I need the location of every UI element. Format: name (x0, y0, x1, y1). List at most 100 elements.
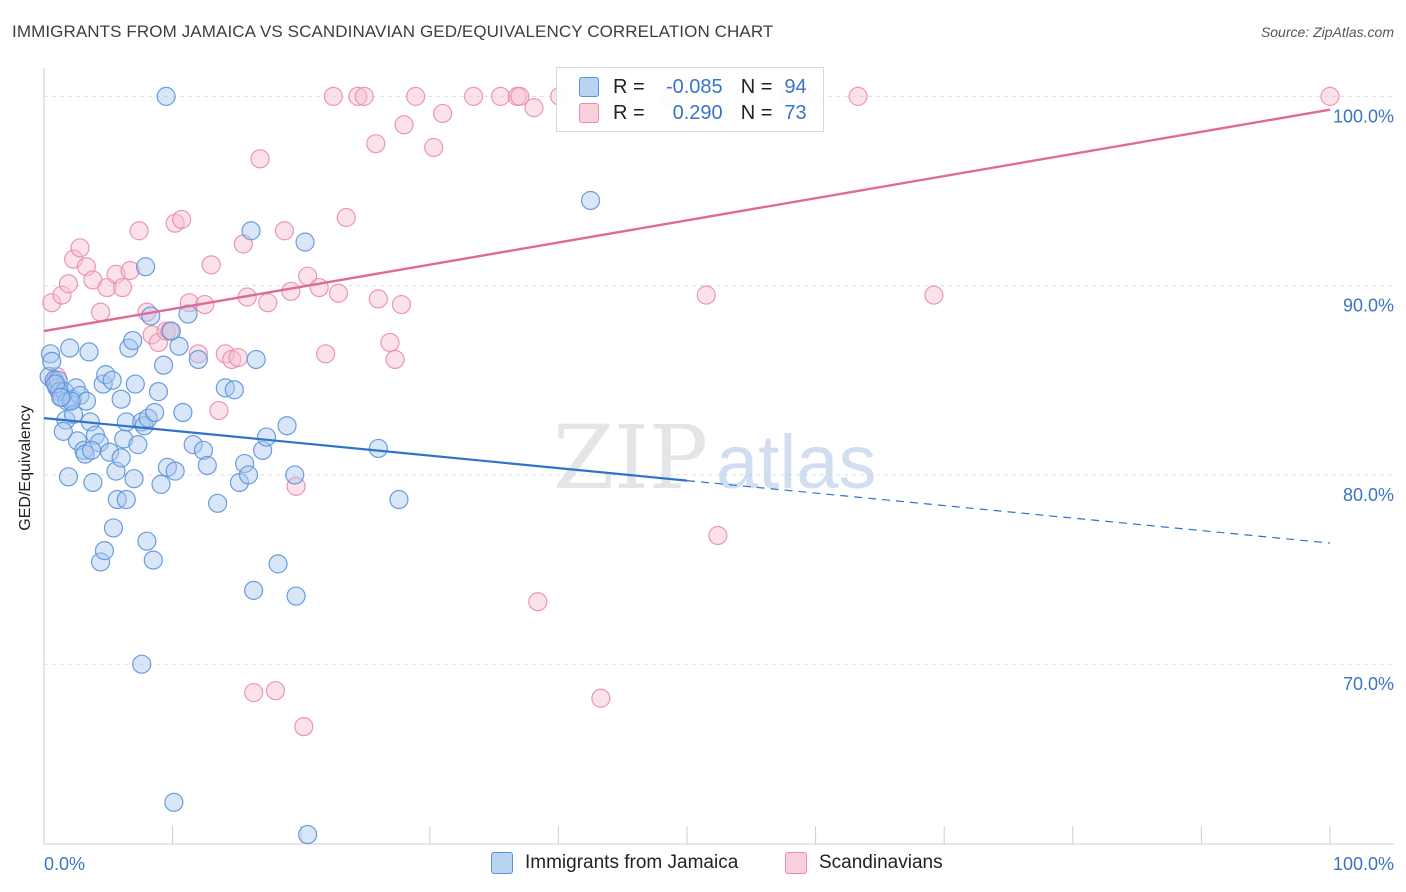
scandinavians-point (336, 207, 356, 228)
legend-n-value: 94 (784, 75, 807, 98)
legend-row-jamaica: R = -0.085 N = 94 (579, 73, 807, 101)
jamaica-point (81, 440, 102, 460)
jamaica-point (143, 550, 163, 570)
legend-swatch-blue (579, 77, 599, 97)
jamaica-point (132, 654, 152, 674)
scandinavians-point (433, 103, 453, 124)
legend-row-scandinavians: R = 0.290 N = 73 (579, 99, 807, 127)
scandinavians-trend-line (43, 108, 1331, 333)
jamaica-point (111, 389, 131, 409)
y-tick-label: 80.0% (1343, 485, 1394, 505)
legend-swatch-pink (579, 103, 599, 123)
y-tick-labels: 70.0% 80.0% 90.0% 100.0% (1333, 106, 1394, 694)
jamaica-point (277, 416, 297, 436)
scandinavians-point (209, 400, 229, 421)
scandinavians-point (52, 285, 72, 305)
scandinavians-point (510, 86, 530, 106)
jamaica-point (128, 435, 148, 455)
scandinavians-point (366, 134, 386, 154)
scandinavians-point (244, 682, 264, 703)
legend-swatch-pink (785, 852, 807, 874)
correlation-legend: R = -0.085 N = 94 R = 0.290 N = 73 (556, 67, 824, 132)
jamaica-point (141, 306, 161, 326)
x-tick-label-max: 100.0% (1333, 854, 1394, 874)
legend-label-scandinavians: Scandinavians (819, 852, 943, 873)
scandinavians-point (463, 86, 484, 106)
legend-r-value: 0.290 (672, 101, 723, 124)
scandinavians-point (348, 86, 368, 106)
scandinavians-point (406, 86, 426, 106)
jamaica-point (169, 336, 189, 356)
jamaica-trend-extension (686, 480, 1331, 544)
jamaica-point (197, 455, 217, 476)
jamaica-point (173, 402, 193, 423)
jamaica-point (83, 472, 103, 493)
scandinavians-point (228, 347, 248, 368)
legend-item-scandinavians: Scandinavians (785, 852, 943, 874)
jamaica-point (51, 387, 71, 407)
jamaica-point (238, 465, 259, 485)
jamaica-point (246, 349, 266, 370)
jamaica-point (116, 489, 136, 510)
series-blue-points (39, 86, 601, 845)
scandinavians-point (97, 277, 117, 298)
scandinavians-point (112, 277, 133, 298)
jamaica-point (90, 552, 111, 572)
scandinavians-point (90, 302, 111, 322)
jamaica-point (165, 461, 185, 481)
jamaica-point (295, 232, 315, 252)
scandinavians-point (201, 255, 221, 275)
jamaica-point (137, 531, 157, 551)
jamaica-point (144, 402, 165, 423)
jamaica-point (286, 586, 306, 606)
scandinavians-point (258, 293, 278, 313)
jamaica-point (285, 465, 305, 485)
scandinavians-point (42, 293, 62, 313)
scandinavians-point (380, 332, 400, 353)
scandinavians-point (294, 717, 314, 737)
gridlines (44, 95, 1394, 665)
jamaica-point (298, 824, 318, 845)
axes (43, 68, 1394, 845)
x-tick-labels: 0.0% 100.0% (44, 854, 1394, 874)
legend-r-value: -0.085 (665, 75, 723, 98)
jamaica-point (60, 338, 80, 358)
jamaica-point (125, 374, 145, 394)
jamaica-point (161, 321, 181, 341)
jamaica-point (368, 438, 388, 459)
scandinavians-point (368, 289, 388, 309)
legend-n-label: N = (740, 75, 773, 98)
scandinavians-point (274, 221, 295, 241)
jamaica-point (42, 351, 62, 371)
scandinavians-point (172, 209, 192, 230)
scandinavians-point (328, 283, 349, 303)
jamaica-point (61, 391, 81, 411)
jamaica-point (111, 448, 131, 468)
y-tick-label: 100.0% (1333, 106, 1394, 126)
jamaica-point (40, 344, 61, 364)
scandinavians-point (354, 86, 374, 106)
scandinavians-point (58, 274, 79, 294)
legend-item-jamaica: Immigrants from Jamaica (491, 852, 738, 874)
scandinavians-point (394, 115, 414, 135)
scandinavians-point (1320, 86, 1340, 106)
scandinavians-point (188, 344, 208, 364)
legend-n-label: N = (740, 101, 773, 124)
scandinavians-point (696, 285, 716, 305)
jamaica-point (224, 380, 244, 400)
scandinavians-point (265, 681, 286, 701)
jamaica-point (244, 580, 264, 600)
jamaica-point (164, 792, 184, 812)
y-tick-label: 70.0% (1343, 674, 1394, 694)
scandinavians-point (391, 294, 412, 315)
scandinavians-point (323, 86, 343, 106)
scandinavians-point (528, 592, 548, 612)
watermark: ZIP atlas (553, 406, 877, 509)
y-tick-label: 90.0% (1343, 296, 1394, 316)
jamaica-point (178, 304, 198, 324)
jamaica-point (580, 190, 601, 211)
jamaica-point (193, 440, 214, 460)
jamaica-point (235, 453, 255, 474)
scandinavians-point (120, 260, 140, 281)
